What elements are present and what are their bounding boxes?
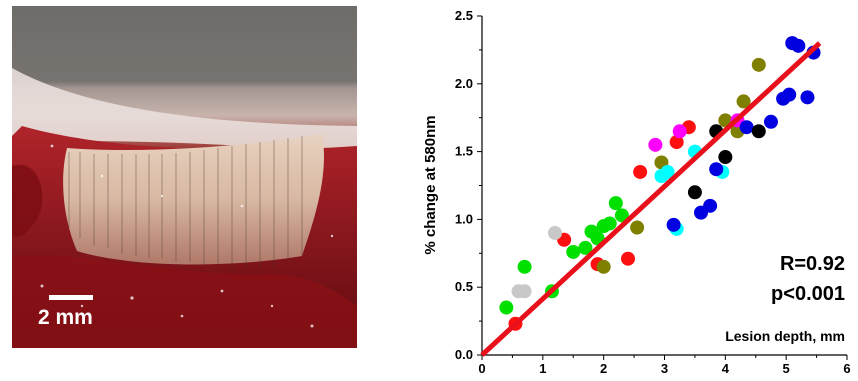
y-tick-label: 2.0 [455,76,473,91]
data-point [630,220,645,235]
y-tick-label: 0.5 [455,279,473,294]
x-axis-title: Lesion depth, mm [725,328,845,344]
y-tick-label: 1.5 [455,144,473,159]
lesion-photo: 2 mm [12,6,357,348]
scatter-chart: % change at 580nm 0 1 2 3 4 5 6 0.0 0.5 1.0 1.5 2.0… [422,8,851,376]
plot-area: 0 1 2 3 4 5 6 0.0 0.5 1.0 1.5 2.0 2.5 R=0.92 p<0.001 Le… [455,8,851,376]
y-tick-label: 1.0 [455,211,473,226]
data-point [614,208,629,223]
x-tick-label: 2 [600,361,607,376]
data-point [648,137,663,152]
data-point [709,162,724,177]
data-point [517,259,532,274]
data-point [602,216,617,231]
x-tick-label: 0 [478,361,485,376]
data-point [687,185,702,200]
data-point [703,198,718,213]
x-tick-label: 1 [539,361,546,376]
regression-line [480,41,822,357]
y-tick-label: 0.0 [455,347,473,362]
scale-bar-label: 2 mm [38,306,93,329]
data-point [736,94,751,109]
data-point [621,251,635,266]
data-point [763,114,778,129]
data-point [669,135,684,150]
data-point [660,164,675,179]
data-point [548,225,562,240]
data-point [578,240,593,255]
x-tick-label: 5 [783,361,790,376]
data-point [739,120,754,135]
data-point [751,57,766,72]
x-tick-label: 4 [722,361,730,376]
data-point [517,284,532,299]
data-point [633,164,648,179]
x-tick-label: 6 [843,361,850,376]
data-point [499,300,514,315]
data-point [672,124,687,139]
y-tick-label: 2.5 [455,8,473,23]
data-point [751,124,766,139]
r-value-label: R=0.92 [780,253,845,275]
data-point [800,90,815,105]
data-point [596,259,611,274]
data-point [791,38,806,53]
p-value-label: p<0.001 [771,283,845,305]
data-point [608,196,623,211]
y-axis-title: % change at 580nm [422,115,439,254]
data-point [718,150,733,165]
data-point [782,87,797,102]
x-tick-label: 3 [661,361,668,376]
data-point [666,217,681,232]
data-point [566,244,581,259]
scale-bar [49,295,93,300]
